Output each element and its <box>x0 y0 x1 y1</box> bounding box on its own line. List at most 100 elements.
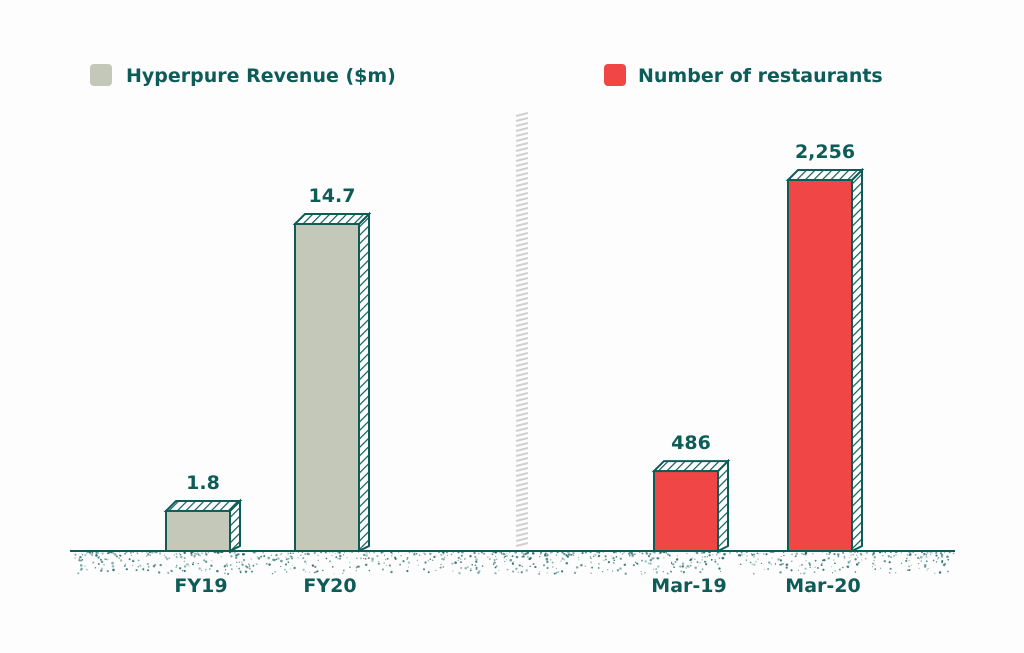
ground-speck <box>95 551 98 554</box>
divider-stroke <box>515 507 529 512</box>
ground-speck <box>176 564 178 567</box>
ground-speck <box>280 554 282 556</box>
ground-speck <box>495 555 497 558</box>
ground-speck <box>940 555 944 558</box>
ground-speck <box>86 568 88 571</box>
ground-speck <box>873 556 876 559</box>
divider-stroke <box>515 182 529 187</box>
ground-speck <box>770 551 772 553</box>
divider-stroke <box>515 407 529 412</box>
ground-speck <box>647 555 651 558</box>
ground-speck <box>256 563 258 566</box>
divider-stroke <box>515 352 529 357</box>
bar-top <box>292 213 372 225</box>
ground-speck <box>795 552 798 555</box>
ground-speck <box>602 571 604 573</box>
ground-speck <box>604 555 607 558</box>
ground-speck <box>482 552 486 555</box>
ground-speck <box>239 570 242 573</box>
ground-speck <box>267 556 271 560</box>
ground-speck <box>881 551 883 553</box>
ground-speck <box>168 557 171 560</box>
divider-stroke <box>515 457 529 462</box>
ground-speck <box>152 564 156 568</box>
ground-speck <box>325 557 328 560</box>
ground-speck <box>944 562 947 565</box>
divider-stroke <box>515 217 529 222</box>
ground-speck <box>894 551 897 554</box>
divider-stroke <box>515 527 529 532</box>
ground-speck <box>671 563 675 566</box>
ground-speck <box>418 554 421 557</box>
ground-speck <box>596 551 598 554</box>
ground-speck <box>780 555 782 558</box>
divider-stroke <box>515 322 529 327</box>
ground-speck <box>940 553 944 557</box>
divider-stroke <box>515 392 529 397</box>
ground-speck <box>553 572 556 575</box>
ground-speck <box>309 571 311 573</box>
ground-speck <box>457 556 460 560</box>
ground-speck <box>645 552 649 555</box>
ground-speck <box>406 558 409 560</box>
ground-speck <box>655 571 659 574</box>
ground-speck <box>289 555 292 558</box>
ground-speck <box>280 553 283 555</box>
ground-speck <box>623 551 625 554</box>
ground-speck <box>226 565 229 567</box>
ground-speck <box>557 571 560 573</box>
ground-speck <box>285 558 288 561</box>
ground-speck <box>440 563 442 566</box>
ground-speck <box>175 566 178 569</box>
ground-speck <box>496 558 498 560</box>
divider-stroke <box>515 157 529 162</box>
ground-speck <box>106 552 109 555</box>
ground-speck <box>716 563 719 566</box>
ground-speck <box>697 565 699 567</box>
ground-speck <box>149 554 151 556</box>
ground-speck <box>768 561 771 564</box>
ground-speck <box>716 553 718 556</box>
ground-speck <box>494 566 497 569</box>
ground-speck <box>376 555 379 558</box>
ground-speck <box>542 564 546 567</box>
ground-speck <box>615 555 618 558</box>
ground-speck <box>649 562 652 565</box>
ground-speck <box>414 551 416 553</box>
bar-front <box>294 223 360 552</box>
ground-speck <box>864 557 867 560</box>
ground-speck <box>905 559 908 562</box>
ground-speck <box>494 571 497 575</box>
ground-speck <box>706 556 709 558</box>
ground-speck <box>639 551 641 554</box>
ground-speck <box>406 569 409 573</box>
ground-speck <box>464 566 467 570</box>
ground-speck <box>155 551 158 554</box>
ground-speck <box>498 551 500 553</box>
ground-speck <box>79 564 83 567</box>
ground-speck <box>925 555 928 558</box>
divider-stroke <box>515 452 529 457</box>
divider-stroke <box>515 327 529 332</box>
ground-speck <box>517 571 519 573</box>
ground-speck <box>183 551 186 555</box>
ground-speck <box>856 554 858 556</box>
ground-speck <box>833 559 835 561</box>
ground-speck <box>192 561 195 564</box>
ground-speck <box>804 553 807 556</box>
ground-speck <box>670 561 673 564</box>
ground-speck <box>597 554 601 558</box>
ground-speck <box>573 571 577 575</box>
divider-stroke <box>515 197 529 202</box>
ground-speck <box>446 554 449 556</box>
ground-speck <box>464 558 466 561</box>
ground-speck <box>621 553 624 555</box>
ground-speck <box>193 556 195 558</box>
ground-speck <box>460 554 463 557</box>
ground-speck <box>112 568 115 572</box>
ground-speck <box>812 553 814 555</box>
ground-speck <box>429 553 432 555</box>
ground-speck <box>837 553 840 556</box>
ground-speck <box>701 568 704 570</box>
ground-speck <box>737 553 741 557</box>
